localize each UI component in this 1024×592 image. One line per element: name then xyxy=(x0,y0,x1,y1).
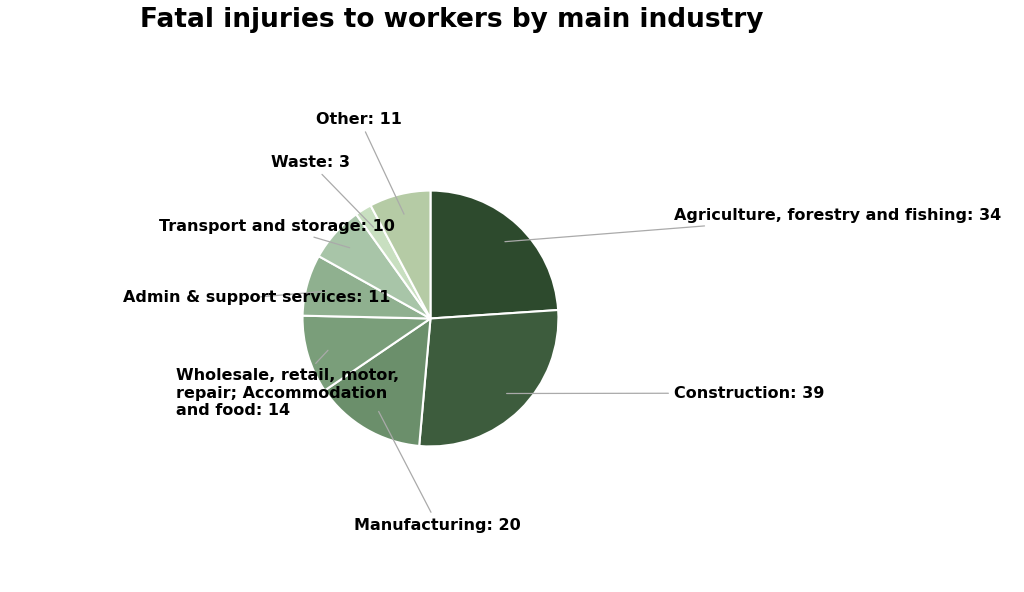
Text: Transport and storage: 10: Transport and storage: 10 xyxy=(159,218,394,247)
Text: Manufacturing: 20: Manufacturing: 20 xyxy=(354,411,521,533)
Text: Construction: 39: Construction: 39 xyxy=(507,385,824,401)
Wedge shape xyxy=(318,214,430,318)
Wedge shape xyxy=(302,256,430,318)
Text: Waste: 3: Waste: 3 xyxy=(270,155,374,227)
Wedge shape xyxy=(302,316,430,391)
Text: Other: 11: Other: 11 xyxy=(316,111,404,214)
Title: Fatal injuries to workers by main industry: Fatal injuries to workers by main indust… xyxy=(140,7,764,33)
Wedge shape xyxy=(371,191,430,318)
Wedge shape xyxy=(356,205,430,318)
Wedge shape xyxy=(419,310,558,446)
Text: Agriculture, forestry and fishing: 34: Agriculture, forestry and fishing: 34 xyxy=(505,208,1001,242)
Text: Wholesale, retail, motor,
repair; Accommodation
and food: 14: Wholesale, retail, motor, repair; Accomm… xyxy=(176,350,399,418)
Wedge shape xyxy=(325,318,430,446)
Text: Admin & support services: 11: Admin & support services: 11 xyxy=(123,289,390,305)
Wedge shape xyxy=(430,191,558,318)
